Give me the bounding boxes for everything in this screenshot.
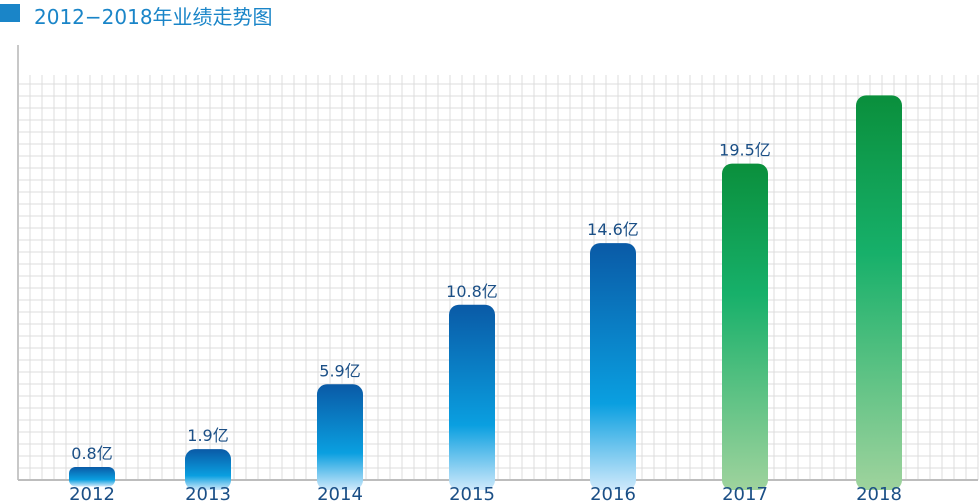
x-tick-2015: 2015: [449, 484, 495, 504]
bar-2015: [449, 304, 495, 490]
bar-2013: [185, 449, 231, 490]
data-label-2017: 19.5亿: [719, 141, 771, 160]
data-label-2014: 5.9亿: [319, 361, 360, 380]
x-tick-2017: 2017: [722, 484, 768, 504]
data-label-2012: 0.8亿: [71, 444, 112, 463]
title-marker: [0, 4, 20, 22]
chart-title-row: 2012−2018年业绩走势图: [0, 0, 600, 30]
data-label-2015: 10.8亿: [446, 282, 498, 301]
bar-2018: [856, 95, 902, 490]
x-tick-2012: 2012: [69, 484, 115, 504]
x-tick-2016: 2016: [590, 484, 636, 504]
x-tick-2014: 2014: [317, 484, 363, 504]
bar-2016: [590, 243, 636, 490]
data-label-2016: 14.6亿: [587, 220, 639, 239]
chart-title: 2012−2018年业绩走势图: [34, 5, 273, 29]
x-tick-2013: 2013: [185, 484, 231, 504]
x-axis-ticks: 2012 2013 2014 2015 2016 2017 2018: [69, 484, 902, 504]
bar-2017: [722, 163, 768, 490]
x-tick-2018: 2018: [856, 484, 902, 504]
bar-2014: [317, 384, 363, 490]
data-label-2013: 1.9亿: [187, 426, 228, 445]
bars: [69, 95, 902, 490]
bar-2012: [69, 467, 115, 487]
data-labels: 0.8亿 1.9亿 5.9亿 10.8亿 14.6亿 19.5亿: [71, 141, 771, 463]
chart-grid: [17, 45, 979, 481]
